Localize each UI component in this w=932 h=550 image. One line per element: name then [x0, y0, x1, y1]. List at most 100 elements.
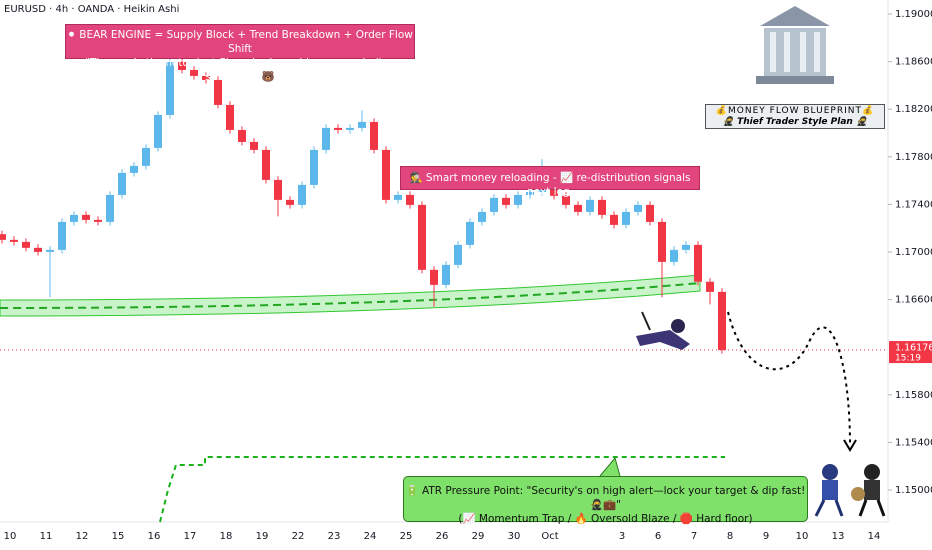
x-tick-label: 30 — [508, 531, 521, 542]
chart-title: EURUSD · 4h · OANDA · Heikin Ashi — [4, 4, 180, 15]
candle-body — [658, 221, 666, 262]
y-tick-label: 1.17800 — [895, 152, 932, 163]
candle-body — [682, 244, 690, 250]
bank-icon — [756, 6, 834, 84]
candle-body — [46, 249, 54, 252]
candle-body — [598, 199, 606, 215]
x-tick-label: 11 — [40, 531, 53, 542]
price-axis — [888, 0, 932, 550]
candle-body — [202, 75, 210, 80]
candle-body — [322, 127, 330, 150]
annotation-text: ⚫ BEAR ENGINE = Supply Block + Trend Bre… — [67, 29, 413, 55]
candle-body — [250, 141, 258, 150]
y-tick-label: 1.16600 — [895, 295, 932, 306]
candle-body — [190, 69, 198, 76]
candle-body — [430, 269, 438, 285]
candle-body — [574, 204, 582, 212]
candle-body — [334, 127, 342, 130]
annotation-box: ⚫ BEAR ENGINE = Supply Block + Trend Bre… — [65, 24, 415, 83]
candle-body — [526, 191, 534, 195]
candle-body — [694, 244, 702, 282]
candle-body — [34, 247, 42, 252]
candle-body — [634, 204, 642, 212]
projection-arrow — [727, 311, 851, 446]
candle-body — [178, 61, 186, 70]
x-tick-label: 19 — [256, 531, 269, 542]
annotation-text: (📈 Momentum Trap / 🔥 Oversold Blaze / 🛑 … — [458, 513, 753, 525]
y-tick-label: 1.18200 — [895, 104, 932, 115]
candle-body — [310, 149, 318, 185]
candle-body — [154, 114, 162, 148]
candle-body — [370, 121, 378, 150]
candle-body — [0, 234, 6, 240]
logo-text: 🥷 Thief Trader Style Plan 🥷 — [722, 117, 868, 127]
x-tick-label: 10 — [796, 531, 809, 542]
candle-body — [406, 194, 414, 205]
annotation-text: "The market's motor just flipped—downsid… — [85, 57, 395, 83]
candle-body — [166, 61, 174, 115]
x-tick-label: 17 — [184, 531, 197, 542]
candle-body — [646, 204, 654, 222]
candle-body — [238, 129, 246, 142]
x-tick-label: 23 — [328, 531, 341, 542]
x-tick-label: 24 — [364, 531, 377, 542]
x-tick-label: 3 — [619, 531, 625, 542]
candle-body — [382, 149, 390, 200]
logo-box: 💰MONEY FLOW BLUEPRINT💰 🥷 Thief Trader St… — [705, 104, 885, 129]
last-price-tag — [889, 341, 932, 364]
candle-body — [262, 149, 270, 180]
candle-body — [130, 165, 138, 173]
x-tick-label: 12 — [76, 531, 89, 542]
x-tick-label: 10 — [4, 531, 17, 542]
x-tick-label: 22 — [292, 531, 305, 542]
last-price-label: 1.16176 — [895, 343, 932, 354]
candle-body — [670, 249, 678, 262]
x-tick-label: 8 — [727, 531, 733, 542]
y-tick-label: 1.15800 — [895, 390, 932, 401]
candle-body — [718, 291, 726, 351]
candle-body — [118, 172, 126, 195]
candle-body — [346, 127, 354, 130]
y-tick-label: 1.15000 — [895, 485, 932, 496]
annotation-box: 🔋 ATR Pressure Point: "Security's on hig… — [403, 476, 808, 525]
candle-body — [106, 194, 114, 222]
x-tick-label: 13 — [832, 531, 845, 542]
support-channel — [0, 274, 701, 317]
y-tick-label: 1.17000 — [895, 247, 932, 258]
support-midline — [0, 282, 701, 309]
candle-body — [466, 221, 474, 245]
police-icon — [814, 464, 844, 517]
candle-body — [550, 187, 558, 196]
candle-body — [94, 219, 102, 222]
annotation-text: 🔋 ATR Pressure Point: "Security's on hig… — [405, 485, 806, 511]
candle-body — [358, 121, 366, 128]
candle-body — [454, 244, 462, 265]
candle-body — [58, 221, 66, 250]
annotation-box: 🕵️ Smart money reloading - 📈 re-distribu… — [400, 166, 700, 198]
x-tick-label: 18 — [220, 531, 233, 542]
y-tick-label: 1.18600 — [895, 57, 932, 68]
thief-icon — [636, 311, 690, 350]
candle-body — [394, 194, 402, 200]
candle-body — [490, 197, 498, 212]
candle-body — [70, 214, 78, 222]
x-tick-label: 6 — [655, 531, 661, 542]
logo-text: 💰MONEY FLOW BLUEPRINT💰 — [715, 106, 875, 116]
x-tick-label: 15 — [112, 531, 125, 542]
x-tick-label: 9 — [763, 531, 769, 542]
candle-body — [442, 264, 450, 285]
candle-body — [586, 199, 594, 212]
candle-body — [478, 211, 486, 222]
candle-body — [514, 194, 522, 205]
candle-body — [706, 281, 714, 292]
candle-body — [418, 204, 426, 270]
x-tick-label: Oct — [541, 531, 558, 542]
candle-body — [562, 195, 570, 205]
x-tick-label: 25 — [400, 531, 413, 542]
arrow-head — [843, 439, 857, 452]
candle-body — [298, 184, 306, 205]
candle-body — [610, 214, 618, 225]
y-tick-label: 1.19000 — [895, 9, 932, 20]
